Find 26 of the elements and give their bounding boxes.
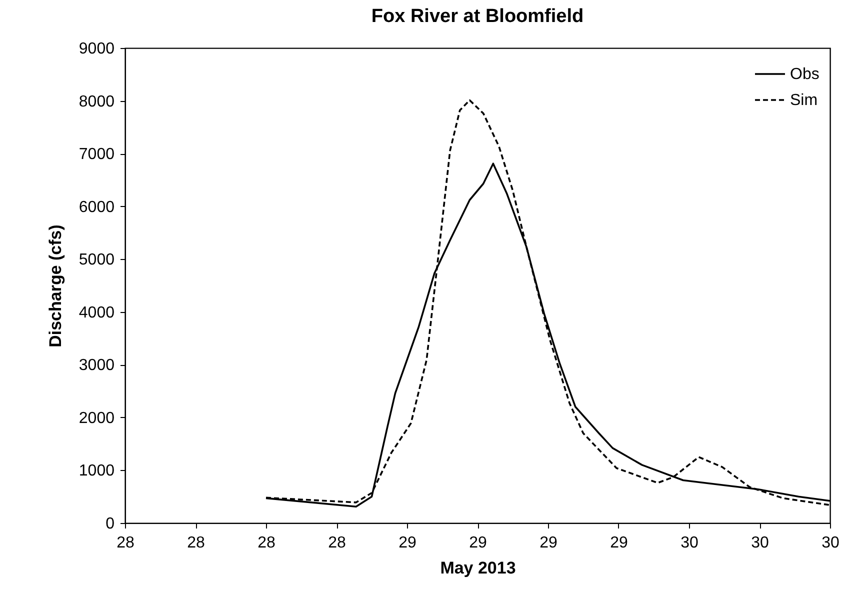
x-tick-label: 28: [258, 534, 276, 552]
x-tick-label: 29: [469, 534, 487, 552]
legend-label: Obs: [790, 66, 820, 83]
x-tick-label: 30: [822, 534, 840, 552]
chart-title: Fox River at Bloomfield: [371, 6, 584, 27]
y-tick-label: 8000: [78, 93, 115, 110]
y-tick-label: 9000: [78, 40, 115, 58]
y-axis-title: Discharge (cfs): [46, 224, 65, 348]
x-tick-label: 30: [751, 534, 769, 552]
x-tick-label: 28: [116, 534, 134, 552]
y-tick-label: 4000: [78, 304, 115, 322]
x-axis-title: May 2013: [440, 558, 516, 578]
y-tick-label: 3000: [78, 357, 115, 374]
legend-label: Sim: [790, 92, 818, 109]
y-tick-label: 1000: [78, 462, 115, 480]
y-tick-label: 5000: [78, 252, 115, 269]
x-tick-label: 28: [187, 534, 205, 552]
x-tick-label: 29: [398, 534, 416, 552]
y-tick-label: 2000: [78, 410, 115, 427]
x-tick-label: 29: [540, 534, 558, 552]
y-tick-label: 0: [106, 516, 115, 532]
x-tick-label: 28: [328, 534, 346, 552]
y-tick-label: 7000: [78, 146, 115, 164]
x-tick-label: 30: [680, 534, 698, 552]
y-tick-label: 6000: [78, 198, 115, 216]
x-tick-label: 29: [610, 534, 628, 552]
